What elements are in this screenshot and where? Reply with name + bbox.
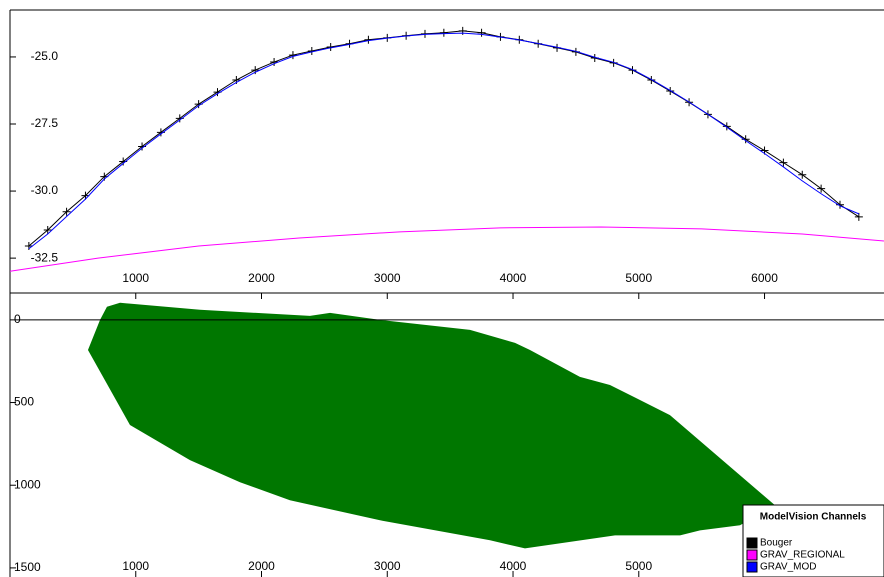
legend-label: GRAV_MOD — [760, 562, 817, 573]
point-marker — [798, 170, 807, 179]
y-tick-label: 1000 — [14, 477, 41, 491]
point-marker — [288, 51, 297, 60]
y-tick-label: -27.5 — [31, 116, 59, 130]
point-marker — [722, 122, 731, 131]
series-line — [28, 32, 860, 250]
legend-box — [742, 504, 884, 577]
point-marker — [477, 28, 486, 37]
x-tick-label: 1000 — [122, 271, 149, 285]
point-marker — [779, 158, 788, 167]
point-marker — [62, 207, 71, 216]
legend-swatch — [746, 537, 758, 549]
point-marker — [817, 184, 826, 193]
legend-label: GRAV_REGIONAL — [760, 550, 845, 561]
point-marker — [43, 225, 52, 234]
y-tick-label: -25.0 — [31, 49, 59, 63]
series-line — [9, 226, 884, 272]
x-tick-label: 3000 — [374, 271, 401, 285]
y-tick-label: 500 — [14, 395, 34, 409]
legend-swatch — [746, 561, 758, 573]
point-marker — [458, 26, 467, 35]
legend-label: Bouger — [760, 538, 793, 549]
y-tick-label: -30.0 — [31, 183, 59, 197]
x-tick-label: 2000 — [248, 559, 275, 573]
x-tick-label: 4000 — [500, 271, 527, 285]
x-tick-label: 3000 — [374, 559, 401, 573]
x-tick-label: 6000 — [751, 271, 778, 285]
point-marker — [439, 28, 448, 37]
y-tick-label: 1500 — [14, 560, 41, 574]
point-marker — [270, 58, 279, 67]
x-tick-label: 1000 — [122, 559, 149, 573]
body-polygon — [87, 302, 775, 549]
point-marker — [854, 212, 863, 221]
legend-title: ModelVision Channels — [760, 512, 867, 523]
legend: ModelVision Channels BougerGRAV_REGIONALG… — [742, 504, 884, 577]
x-tick-label: 5000 — [625, 271, 652, 285]
y-tick-label: 0 — [14, 312, 21, 326]
legend-swatch — [746, 549, 758, 561]
y-tick-label: -32.5 — [31, 250, 59, 264]
point-marker — [835, 200, 844, 209]
x-tick-label: 4000 — [500, 559, 527, 573]
x-tick-label: 2000 — [248, 271, 275, 285]
x-tick-label: 5000 — [625, 559, 652, 573]
